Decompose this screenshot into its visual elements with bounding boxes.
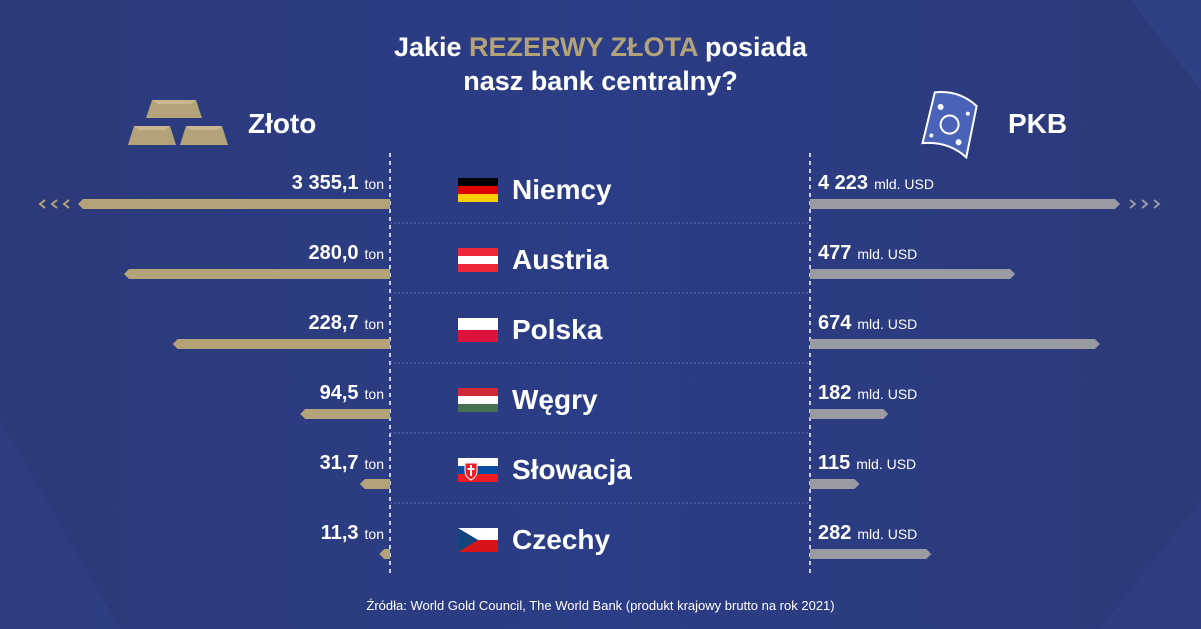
truncation-chevron-right <box>1153 199 1161 209</box>
gold-bar <box>78 199 390 209</box>
gold-bar <box>172 339 390 349</box>
gold-bar <box>359 479 390 489</box>
gold-value-label: 31,7 ton <box>320 452 384 474</box>
flag-slovakia-stripe <box>458 474 498 482</box>
flag-austria-stripe <box>458 248 498 256</box>
gdp-value-label: 282 mld. USD <box>818 522 917 544</box>
banknote-icon <box>921 91 978 160</box>
flag-hungary-stripe <box>458 396 498 404</box>
flag-slovakia-stripe <box>458 466 498 474</box>
left-series-label: Złoto <box>248 108 317 139</box>
gold-value-label: 280,0 ton <box>308 242 384 264</box>
gdp-value-label: 4 223 mld. USD <box>818 172 934 194</box>
gdp-bar <box>810 479 860 489</box>
flag-hungary-stripe <box>458 388 498 396</box>
flag-poland-stripe <box>458 318 498 330</box>
title-accent: REZERWY ZŁOTA <box>469 32 698 62</box>
country-label: Węgry <box>512 384 598 415</box>
gdp-bar <box>810 339 1100 349</box>
gdp-bar <box>810 269 1016 279</box>
gold-bar <box>300 409 390 419</box>
country-label: Austria <box>512 244 609 275</box>
truncation-chevron-left <box>62 199 70 209</box>
flag-slovakia-cross <box>467 468 475 470</box>
flag-czechia-triangle <box>458 528 478 552</box>
truncation-chevron-right <box>1141 199 1149 209</box>
gdp-bar <box>810 199 1120 209</box>
flag-austria-stripe <box>458 264 498 272</box>
flag-poland-stripe <box>458 330 498 342</box>
gold-bar <box>379 549 390 559</box>
country-label: Czechy <box>512 524 610 555</box>
flag-slovakia-cross <box>470 465 472 476</box>
flag-germany-stripe <box>458 194 498 202</box>
gdp-bar <box>810 409 889 419</box>
gdp-value-label: 674 mld. USD <box>818 312 917 334</box>
gold-value-label: 11,3 ton <box>321 522 384 544</box>
truncation-chevron-left <box>50 199 58 209</box>
gdp-value-label: 115 mld. USD <box>818 452 916 474</box>
right-series-label: PKB <box>1008 108 1068 139</box>
truncation-chevron-left <box>38 199 46 209</box>
flag-slovakia-stripe <box>458 458 498 466</box>
chart-title: Jakie REZERWY ZŁOTA posiada nasz bank ce… <box>393 32 808 96</box>
gold-bar <box>124 269 390 279</box>
gdp-bar <box>810 549 932 559</box>
country-label: Polska <box>512 314 603 345</box>
title-line2: nasz bank centralny? <box>463 66 738 96</box>
truncation-chevron-right <box>1129 199 1137 209</box>
gold-value-label: 228,7 ton <box>308 312 384 334</box>
gold-value-label: 94,5 ton <box>320 382 384 404</box>
gdp-value-label: 182 mld. USD <box>818 382 917 404</box>
flag-hungary-stripe <box>458 404 498 412</box>
gold-value-label: 3 355,1 ton <box>292 172 384 194</box>
country-label: Słowacja <box>512 454 632 485</box>
gdp-value-label: 477 mld. USD <box>818 242 917 264</box>
source-note: Źródła: World Gold Council, The World Ba… <box>366 598 835 613</box>
flag-austria-stripe <box>458 256 498 264</box>
gold-bars-icon <box>128 100 228 145</box>
flag-germany-stripe <box>458 178 498 186</box>
flag-germany-stripe <box>458 186 498 194</box>
country-label: Niemcy <box>512 174 612 205</box>
